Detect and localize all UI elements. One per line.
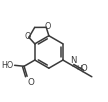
Text: O: O [28, 78, 34, 87]
Text: O: O [45, 22, 51, 31]
Text: H: H [76, 65, 82, 71]
Text: N: N [70, 56, 76, 65]
Text: O: O [80, 64, 87, 73]
Text: O: O [24, 32, 31, 41]
Text: HO: HO [1, 61, 14, 70]
